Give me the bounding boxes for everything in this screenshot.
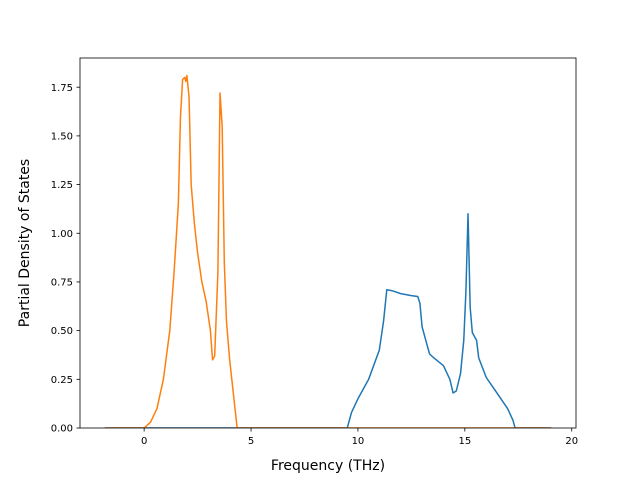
x-axis-label: Frequency (THz) bbox=[271, 458, 385, 474]
y-tick-label: 0.75 bbox=[51, 278, 73, 289]
y-tick-label: 0.25 bbox=[51, 375, 73, 386]
axes-frame bbox=[79, 57, 577, 429]
x-tick-label: 15 bbox=[458, 436, 471, 447]
y-axis-label: Partial Density of States bbox=[17, 159, 33, 327]
y-tick-label: 1.50 bbox=[51, 131, 73, 142]
x-tick-label: 5 bbox=[248, 436, 254, 447]
y-tick-label: 0.00 bbox=[51, 424, 73, 435]
series-line-2 bbox=[104, 74, 552, 428]
series-line-1 bbox=[104, 213, 552, 428]
x-tick-label: 0 bbox=[141, 436, 147, 447]
y-tick-label: 0.50 bbox=[51, 326, 73, 337]
y-tick-label: 1.75 bbox=[51, 83, 73, 94]
y-tick-label: 1.00 bbox=[51, 229, 73, 240]
y-axis: 0.00 0.25 0.50 0.75 1.00 1.25 1.50 1.75 bbox=[51, 83, 80, 435]
plot-area bbox=[104, 74, 552, 428]
x-tick-label: 20 bbox=[565, 436, 578, 447]
x-axis: 0 5 10 15 20 bbox=[141, 428, 578, 447]
x-tick-label: 10 bbox=[352, 436, 365, 447]
y-tick-label: 1.25 bbox=[51, 180, 73, 191]
